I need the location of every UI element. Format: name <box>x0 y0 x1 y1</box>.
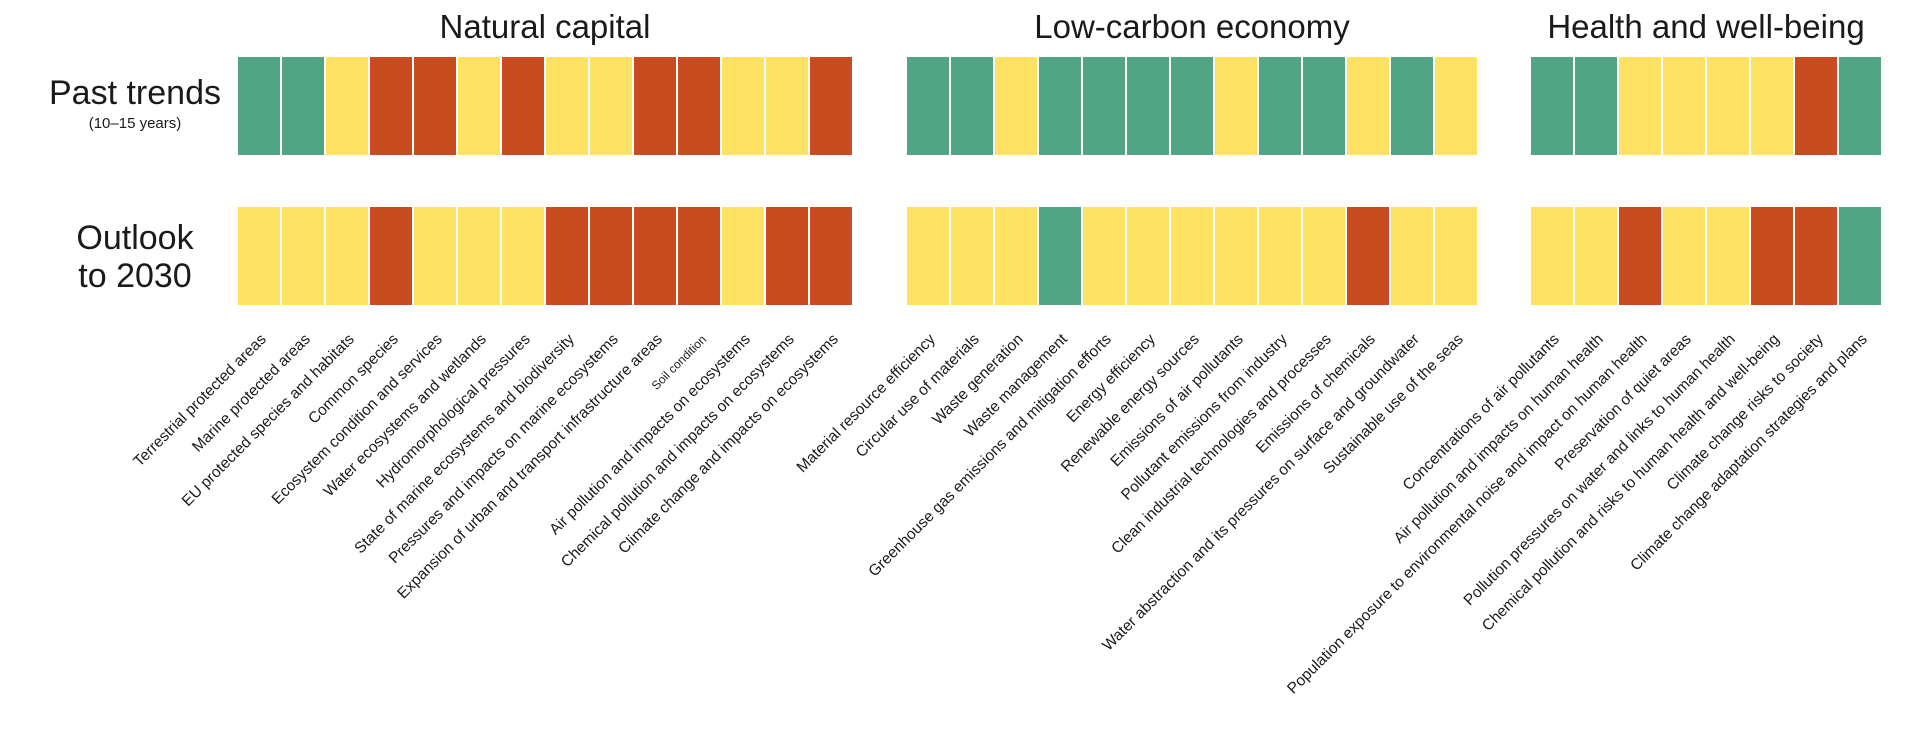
heatmap-cell <box>993 205 1039 307</box>
row-label: to 2030 <box>78 257 191 295</box>
heatmap-cell <box>412 55 458 157</box>
heatmap-cell <box>1081 205 1127 307</box>
heatmap-cell <box>1617 205 1663 307</box>
heatmap-cell <box>1529 55 1575 157</box>
heatmap-cell <box>676 55 722 157</box>
heatmap-cell <box>1433 205 1479 307</box>
heatmap-cell <box>949 55 995 157</box>
heatmap-cell <box>544 205 590 307</box>
heatmap-cell <box>1169 55 1215 157</box>
heatmap-cell <box>236 55 282 157</box>
heatmap-cell <box>1037 55 1083 157</box>
heatmap-cell <box>1301 55 1347 157</box>
heatmap-cell <box>1125 55 1171 157</box>
heatmap-cell <box>1793 205 1839 307</box>
heatmap-cell <box>1301 205 1347 307</box>
heatmap-cell <box>1081 55 1127 157</box>
heatmap-cell <box>588 205 634 307</box>
heatmap-cell <box>456 55 502 157</box>
indicator-label: Air pollution and impacts on ecosystems <box>546 331 754 539</box>
heatmap-cell <box>1433 55 1479 157</box>
heatmap-cell <box>1257 55 1303 157</box>
heatmap-cell <box>500 205 546 307</box>
heatmap-cell <box>588 55 634 157</box>
heatmap-cell <box>720 55 766 157</box>
heatmap-cell <box>1389 205 1435 307</box>
heatmap-cell <box>1705 205 1751 307</box>
heatmap-cell <box>280 55 326 157</box>
heatmap-cell <box>1345 55 1391 157</box>
heatmap-cell <box>1257 205 1303 307</box>
group-title: Low-carbon economy <box>1034 8 1350 45</box>
heatmap-cell <box>1345 205 1391 307</box>
heatmap-cell <box>544 55 590 157</box>
heatmap-cell <box>905 205 951 307</box>
heatmap-cell <box>764 55 810 157</box>
heatmap-cell <box>1573 55 1619 157</box>
heatmap-cell <box>324 55 370 157</box>
heatmap-cell <box>808 205 854 307</box>
heatmap-cell <box>1661 55 1707 157</box>
heatmap-cell <box>1705 55 1751 157</box>
heatmap-cell <box>1617 55 1663 157</box>
heatmap-cell <box>236 205 282 307</box>
heatmap-cell <box>1213 205 1259 307</box>
heatmap-cell <box>808 55 854 157</box>
heatmap-cell <box>1213 55 1259 157</box>
heatmap-cell <box>1169 205 1215 307</box>
row-label: Outlook <box>76 219 194 257</box>
heatmap-cell <box>1749 55 1795 157</box>
heatmap-cell <box>993 55 1039 157</box>
heatmap-cell <box>1037 205 1083 307</box>
heatmap-cell <box>676 205 722 307</box>
heatmap-cell <box>1573 205 1619 307</box>
row-sublabel: (10–15 years) <box>89 115 182 132</box>
heatmap-cell <box>368 55 414 157</box>
heatmap-cell <box>1529 205 1575 307</box>
heatmap-cell <box>456 205 502 307</box>
heatmap-cell <box>632 55 678 157</box>
heatmap-cell <box>632 205 678 307</box>
heatmap-cell <box>949 205 995 307</box>
heatmap-cell <box>905 55 951 157</box>
heatmap-cell <box>1125 205 1171 307</box>
heatmap-cell <box>500 55 546 157</box>
indicator-label: Concentrations of air pollutants <box>1400 331 1563 494</box>
heatmap-cell <box>720 205 766 307</box>
heatmap-cell <box>368 205 414 307</box>
heatmap-cell <box>764 205 810 307</box>
heatmap-cell <box>1793 55 1839 157</box>
heatmap-cell <box>1837 205 1883 307</box>
group-title: Health and well-being <box>1547 8 1864 45</box>
heatmap-cell <box>280 205 326 307</box>
heatmap-cell <box>1837 55 1883 157</box>
group-title: Natural capital <box>440 8 651 45</box>
heatmap-cell <box>1661 205 1707 307</box>
heatmap-cell <box>1749 205 1795 307</box>
row-label: Past trends <box>49 74 221 112</box>
heatmap-cell <box>324 205 370 307</box>
heatmap-cell <box>412 205 458 307</box>
heatmap-cell <box>1389 55 1435 157</box>
